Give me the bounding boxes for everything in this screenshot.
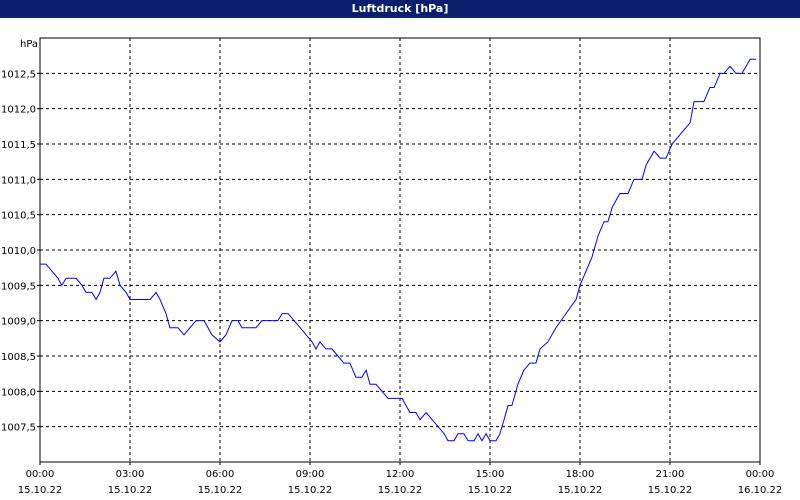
- x-tick-date: 15.10.22: [468, 485, 513, 496]
- x-tick-label: 06:00: [206, 469, 235, 480]
- x-tick-label: 00:00: [26, 469, 55, 480]
- x-tick-label: 15:00: [476, 469, 505, 480]
- y-tick-label: 1009,0: [1, 317, 36, 328]
- x-tick-date: 15.10.22: [288, 485, 333, 496]
- y-tick-label: 1008,5: [1, 352, 36, 363]
- x-tick-date: 15.10.22: [378, 485, 423, 496]
- plot-frame: [39, 37, 761, 463]
- x-tick-label: 00:00: [746, 469, 775, 480]
- x-tick-label: 09:00: [296, 469, 325, 480]
- y-unit-label: hPa: [20, 39, 38, 50]
- x-tick-label: 18:00: [566, 469, 595, 480]
- x-tick-date: 15.10.22: [18, 485, 63, 496]
- y-tick-label: 1011,5: [1, 140, 36, 151]
- y-tick-label: 1010,5: [1, 211, 36, 222]
- data-line: [40, 58, 757, 442]
- x-tick-label: 12:00: [386, 469, 415, 480]
- x-tick-date: 15.10.22: [558, 485, 603, 496]
- x-tick-date: 16.10.22: [738, 485, 783, 496]
- y-tick-label: 1011,0: [1, 175, 36, 186]
- chart-title: Luftdruck [hPa]: [0, 0, 800, 18]
- y-tick-label: 1012,5: [1, 69, 36, 80]
- x-tick-date: 15.10.22: [108, 485, 153, 496]
- x-tick-date: 15.10.22: [648, 485, 693, 496]
- y-tick-label: 1010,0: [1, 246, 36, 257]
- y-tick-label: 1008,0: [1, 387, 36, 398]
- x-tick-date: 15.10.22: [198, 485, 243, 496]
- y-tick-label: 1009,5: [1, 281, 36, 292]
- y-tick-label: 1012,0: [1, 105, 36, 116]
- x-tick-label: 21:00: [656, 469, 685, 480]
- x-tick-label: 03:00: [116, 469, 145, 480]
- y-tick-label: 1007,5: [1, 423, 36, 434]
